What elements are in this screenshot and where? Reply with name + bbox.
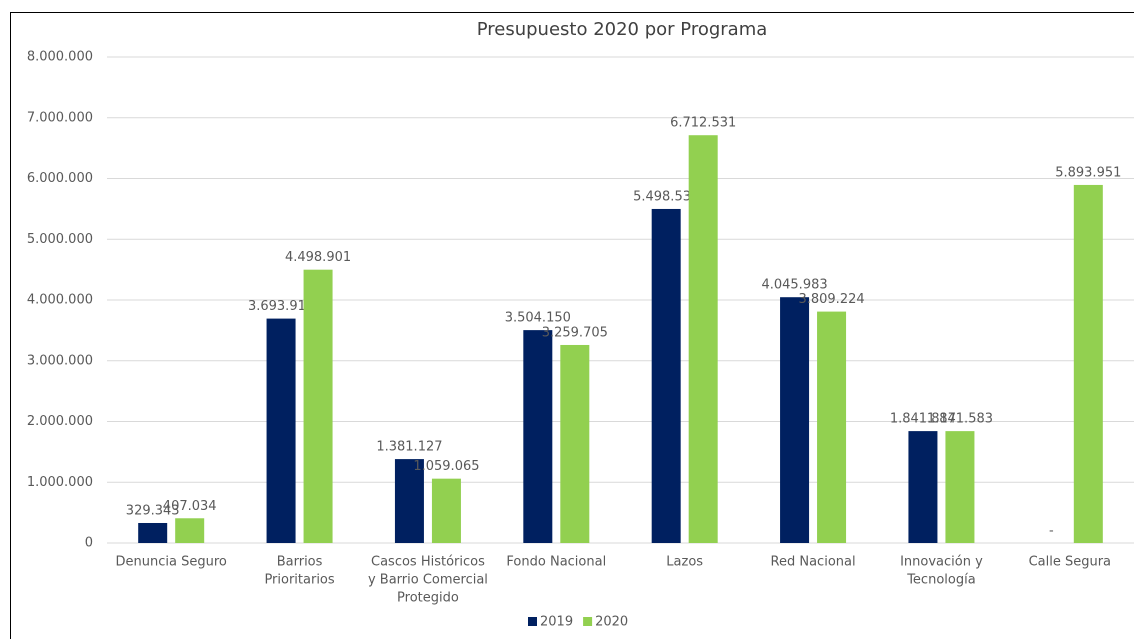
x-tick-label: Red Nacional — [771, 555, 856, 570]
chart-title: Presupuesto 2020 por Programa — [477, 19, 768, 40]
legend-swatch — [583, 617, 593, 626]
bar — [394, 459, 424, 543]
data-label: 5.893.951 — [1055, 165, 1121, 180]
x-tick-label: Barrios — [277, 555, 323, 570]
bar — [523, 330, 553, 543]
data-label: 4.045.983 — [761, 278, 827, 293]
y-tick-label: 3.000.000 — [27, 353, 93, 368]
bar — [817, 311, 847, 543]
data-label: 3.259.705 — [542, 325, 608, 340]
x-tick-label: Calle Segura — [1029, 555, 1111, 570]
x-tick-label: Lazos — [666, 555, 703, 570]
bar — [175, 518, 205, 543]
x-tick-label: Fondo Nacional — [506, 555, 606, 570]
x-tick-label: Denuncia Seguro — [116, 555, 227, 570]
data-label: 4.498.901 — [285, 250, 351, 265]
y-tick-label: 2.000.000 — [27, 414, 93, 429]
x-tick-label: y Barrio Comercial — [368, 573, 488, 588]
data-label: 1.381.127 — [376, 440, 442, 455]
bar — [266, 318, 296, 543]
legend-swatch — [528, 617, 537, 626]
data-label: 407.034 — [163, 499, 217, 514]
y-tick-label: 4.000.000 — [27, 293, 93, 308]
y-tick-label: 0 — [85, 536, 93, 551]
y-tick-label: 8.000.000 — [27, 50, 93, 65]
bar — [945, 431, 975, 543]
bar — [651, 208, 681, 544]
legend-label: 2020 — [595, 615, 628, 630]
data-label: 329.343 — [126, 503, 180, 518]
data-label: 1.841.583 — [927, 412, 993, 427]
y-tick-label: 7.000.000 — [27, 110, 93, 125]
data-label: 1.059.065 — [413, 459, 479, 474]
data-label: 5.498.539 — [633, 189, 699, 204]
legend-label: 2019 — [540, 615, 573, 630]
data-label: 3.809.224 — [798, 292, 864, 307]
bar — [138, 522, 168, 543]
bar — [560, 344, 590, 543]
bar — [303, 269, 333, 543]
data-label: 3.693.914 — [248, 299, 314, 314]
y-tick-label: 6.000.000 — [27, 171, 93, 186]
x-tick-label: Innovación y — [900, 555, 983, 570]
bar — [431, 478, 461, 543]
bar — [1073, 184, 1103, 543]
data-label: 6.712.531 — [670, 116, 736, 131]
bar — [780, 297, 810, 543]
x-tick-label: Protegido — [397, 591, 459, 606]
data-label: - — [1049, 524, 1054, 539]
x-tick-label: Prioritarios — [264, 573, 334, 588]
data-label: 3.504.150 — [505, 311, 571, 326]
y-tick-label: 5.000.000 — [27, 232, 93, 247]
bar — [908, 431, 938, 543]
data-label: 1.841.817 — [890, 412, 956, 427]
x-tick-label: Cascos Históricos — [371, 555, 485, 570]
bar — [688, 135, 718, 543]
x-tick-label: Tecnología — [906, 573, 975, 588]
y-tick-label: 1.000.000 — [27, 475, 93, 490]
